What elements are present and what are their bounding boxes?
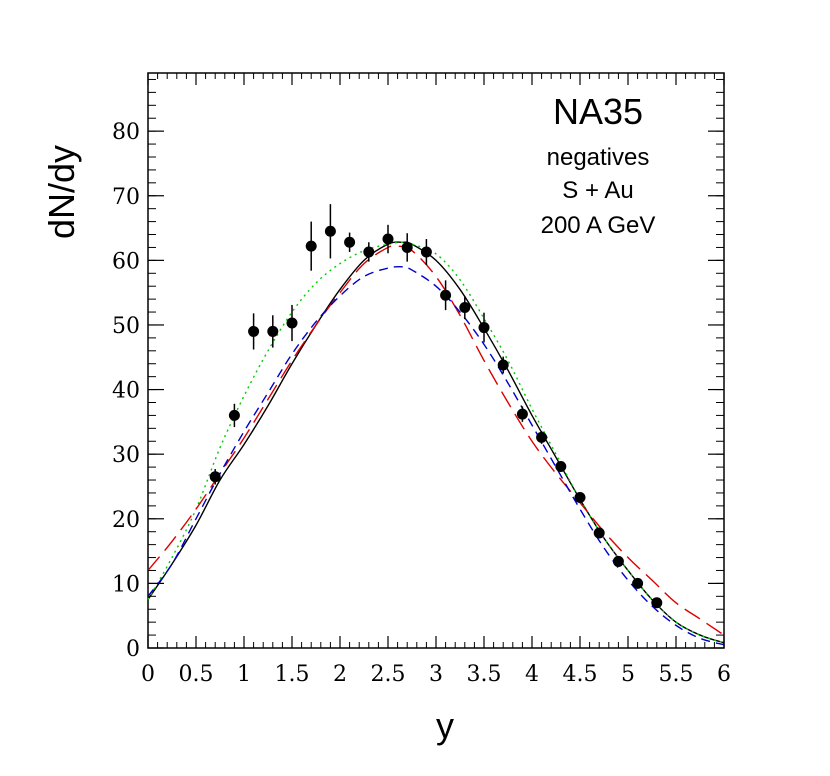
x-tick-label: 4 xyxy=(525,662,539,687)
data-point xyxy=(305,240,317,252)
data-point xyxy=(651,597,663,609)
y-tick-label: 80 xyxy=(112,120,140,145)
data-point xyxy=(574,491,586,503)
x-tick-label: 6 xyxy=(717,662,731,687)
x-tick-label: 2 xyxy=(333,662,347,687)
data-point xyxy=(286,317,298,329)
y-tick-label: 70 xyxy=(112,185,140,210)
data-point xyxy=(209,471,221,483)
y-tick-label: 50 xyxy=(112,314,140,339)
data-point xyxy=(536,431,548,443)
y-tick-label: 40 xyxy=(112,379,140,404)
x-tick-label: 1 xyxy=(237,662,251,687)
annotation-energy: 200 A GeV xyxy=(541,212,656,239)
annotation-particles: negatives xyxy=(547,144,650,171)
data-point xyxy=(497,359,509,371)
data-point xyxy=(401,241,413,253)
y-tick-label: 60 xyxy=(112,249,140,274)
x-tick-label: 2.5 xyxy=(371,662,406,687)
data-point xyxy=(632,577,644,589)
data-points xyxy=(209,204,663,609)
data-point xyxy=(248,325,260,337)
y-tick-label: 20 xyxy=(112,508,140,533)
data-point xyxy=(516,408,528,420)
data-point xyxy=(324,225,336,237)
y-tick-label: 30 xyxy=(112,443,140,468)
x-tick-label: 0.5 xyxy=(179,662,214,687)
x-tick-label: 3.5 xyxy=(467,662,502,687)
data-point xyxy=(382,233,394,245)
data-point xyxy=(344,236,356,248)
data-point xyxy=(267,325,279,337)
x-tick-label: 4.5 xyxy=(563,662,598,687)
axis-ticks: 0 0.5 1 1.5 2 2.5 3 3.5 4 4.5 5 5.5 6010203040506070… xyxy=(112,73,731,687)
curve-series-3 xyxy=(147,265,725,646)
data-point xyxy=(440,289,452,301)
x-axis-title: y xyxy=(436,705,454,746)
y-tick-label: 0 xyxy=(126,637,140,662)
data-point xyxy=(420,246,432,258)
data-point xyxy=(593,527,605,539)
x-tick-label: 0 xyxy=(141,662,155,687)
x-tick-label: 1.5 xyxy=(275,662,310,687)
data-point xyxy=(363,246,375,258)
x-tick-label: 5.5 xyxy=(659,662,694,687)
annotation-title: NA35 xyxy=(553,91,643,132)
x-tick-label: 5 xyxy=(621,662,635,687)
data-point xyxy=(459,302,471,314)
y-axis-title: dN/dy xyxy=(41,145,82,239)
data-point xyxy=(228,409,240,421)
data-point xyxy=(612,555,624,567)
curve-series-2 xyxy=(147,244,725,636)
x-tick-label: 3 xyxy=(429,662,443,687)
data-point xyxy=(478,322,490,334)
annotation-system: S + Au xyxy=(562,177,633,204)
y-tick-label: 10 xyxy=(112,572,140,597)
data-point xyxy=(555,460,567,472)
